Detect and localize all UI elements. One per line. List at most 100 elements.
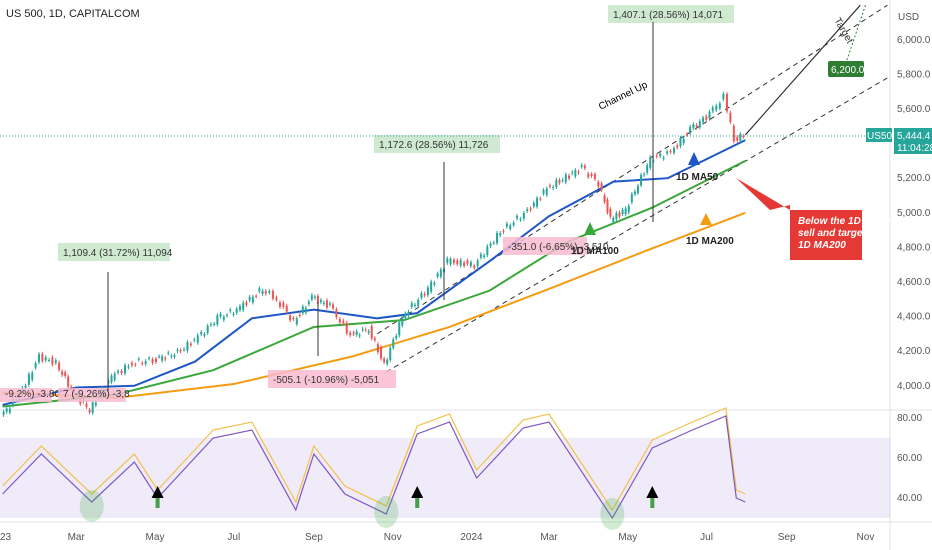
candle-body bbox=[389, 347, 392, 361]
candle-body bbox=[176, 349, 179, 352]
candle-body bbox=[289, 315, 292, 321]
candle-body bbox=[426, 287, 429, 296]
candle-body bbox=[328, 303, 331, 305]
price-tick-label: 5,600.0 bbox=[897, 104, 931, 115]
candle-body bbox=[456, 260, 459, 265]
candle-body bbox=[516, 215, 519, 219]
candle-body bbox=[216, 315, 219, 325]
rsi-buy-arrow-stem bbox=[650, 498, 655, 508]
candle-body bbox=[282, 302, 285, 307]
symbol-badge-text: US500 bbox=[867, 131, 898, 142]
measure-label: -9.2%) -3.80 bbox=[5, 389, 60, 400]
time-tick-label: 2024 bbox=[460, 532, 483, 543]
ma100-line bbox=[2, 159, 746, 408]
candle-body bbox=[689, 126, 692, 134]
candle-body bbox=[643, 174, 646, 176]
candle-body bbox=[410, 303, 413, 307]
candle-body bbox=[718, 103, 721, 109]
candle-body bbox=[258, 288, 261, 292]
currency-label: USD bbox=[898, 12, 919, 23]
rsi-oversold-highlight bbox=[374, 496, 399, 528]
rsi-buy-arrow bbox=[151, 486, 164, 498]
candle-body bbox=[355, 331, 358, 335]
rsi-oversold-highlight bbox=[79, 490, 104, 522]
candle-body bbox=[702, 117, 705, 123]
measure-box bbox=[58, 388, 126, 402]
candle-body bbox=[170, 355, 173, 357]
candle-body bbox=[342, 320, 345, 323]
candle-body bbox=[612, 217, 615, 222]
candle-body bbox=[301, 306, 304, 314]
candle-body bbox=[345, 322, 348, 334]
candle-body bbox=[597, 182, 600, 187]
candle-body bbox=[539, 198, 542, 200]
candle-body bbox=[226, 315, 229, 317]
candle-body bbox=[251, 296, 254, 303]
chart-title: US 500, 1D, CAPITALCOM bbox=[6, 8, 140, 20]
candle-body bbox=[489, 243, 492, 246]
candle-body bbox=[380, 347, 383, 359]
candle-body bbox=[736, 137, 739, 141]
candle-body bbox=[255, 296, 258, 298]
candle-body bbox=[222, 316, 225, 320]
candle-body bbox=[209, 324, 212, 326]
candle-body bbox=[238, 306, 241, 311]
candle-body bbox=[545, 188, 548, 195]
candle-body bbox=[529, 208, 532, 211]
candle-body bbox=[655, 155, 658, 157]
time-tick-label: Jul bbox=[227, 532, 240, 543]
candle-body bbox=[361, 328, 364, 330]
candle-body bbox=[179, 350, 182, 352]
candle-body bbox=[492, 242, 495, 244]
candle-body bbox=[603, 195, 606, 203]
candle-body bbox=[120, 371, 123, 374]
candle-body bbox=[130, 362, 133, 366]
candle-body bbox=[268, 290, 271, 293]
candle-body bbox=[54, 360, 57, 364]
candle-body bbox=[711, 107, 714, 112]
candle-body bbox=[446, 258, 449, 263]
candle-body bbox=[386, 359, 389, 365]
candle-body bbox=[235, 308, 238, 313]
candle-body bbox=[571, 172, 574, 174]
time-tick-label: Sep bbox=[305, 532, 323, 543]
candle-body bbox=[505, 223, 508, 227]
candle-body bbox=[206, 325, 209, 333]
ma200-label: 1D MA200 bbox=[686, 236, 734, 247]
ma50-line bbox=[2, 139, 746, 406]
candle-body bbox=[298, 315, 301, 317]
measure-label: 1,407.1 (28.56%) 14,071 bbox=[613, 10, 724, 21]
ma200-line bbox=[2, 211, 746, 399]
candle-body bbox=[352, 332, 355, 334]
target-label: Target bbox=[831, 16, 855, 46]
candle-body bbox=[313, 296, 316, 298]
candle-body bbox=[568, 175, 571, 179]
candle-body bbox=[349, 332, 352, 336]
candle-body bbox=[193, 339, 196, 341]
candle-body bbox=[695, 125, 698, 128]
candle-body bbox=[466, 260, 469, 264]
candle-body bbox=[37, 354, 40, 363]
candle-body bbox=[242, 302, 245, 310]
candle-body bbox=[564, 174, 567, 183]
candle-body bbox=[127, 366, 130, 368]
measure-label: 7 (-9.26%) -3,8 bbox=[63, 389, 130, 400]
candle-body bbox=[182, 349, 185, 351]
candle-body bbox=[583, 165, 586, 169]
candle-body bbox=[295, 318, 298, 325]
rsi-line bbox=[2, 415, 746, 520]
rsi-buy-arrow bbox=[411, 486, 424, 498]
candle-body bbox=[522, 212, 525, 219]
candle-body bbox=[423, 293, 426, 296]
candle-body bbox=[61, 371, 64, 375]
candle-body bbox=[473, 265, 476, 268]
candle-body bbox=[245, 302, 248, 305]
candle-body bbox=[392, 339, 395, 348]
price-tick-label: 4,400.0 bbox=[897, 312, 931, 323]
candle-body bbox=[483, 255, 486, 257]
rsi-band bbox=[0, 438, 890, 518]
candle-body bbox=[590, 174, 593, 176]
candle-body bbox=[219, 313, 222, 317]
candle-body bbox=[200, 332, 203, 335]
